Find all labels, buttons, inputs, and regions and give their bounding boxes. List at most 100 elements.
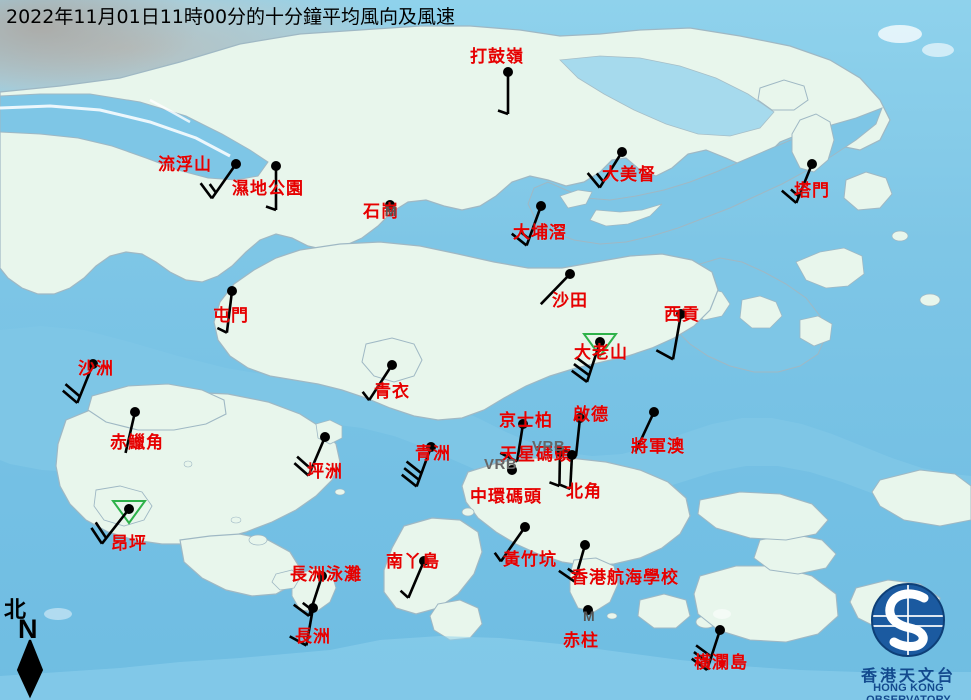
missing-data-marker: M (385, 203, 397, 219)
station-label: 打鼓嶺 (470, 47, 524, 67)
station-label: 長洲 (295, 627, 331, 647)
station-dot (507, 465, 517, 475)
station-dot (575, 413, 585, 423)
wind-barb-icon (634, 411, 656, 453)
wind-barb-icon (361, 364, 394, 402)
station-label: 石崗 (363, 202, 399, 222)
station-dot (88, 359, 98, 369)
logo-text-cn: 香港天文台 (860, 666, 956, 685)
station-label: 黃竹坑 (503, 550, 557, 570)
station-label: 南丫島 (386, 552, 440, 572)
station-label: 青衣 (374, 382, 410, 402)
station-label: 塔門 (794, 181, 830, 201)
wind-barb-icon (499, 423, 525, 463)
station-dot (595, 337, 605, 347)
page-title: 2022年11月01日11時00分的十分鐘平均風向及風速 (6, 6, 456, 28)
missing-data-marker: M (583, 608, 595, 624)
wind-barb-icon (199, 163, 238, 200)
station-dot (715, 625, 725, 635)
wind-barb-icon (655, 313, 683, 361)
hko-logo-icon (871, 583, 945, 657)
station-label: 將軍澳 (631, 437, 685, 457)
station-label: 西貢 (664, 305, 700, 325)
station-dot (426, 442, 436, 452)
wind-barb-icon (293, 436, 327, 477)
station-dot (617, 147, 627, 157)
station-dot (518, 419, 528, 429)
station-dot (271, 161, 281, 171)
station-dot (583, 605, 593, 615)
station-dot (231, 159, 241, 169)
station-label: 大老山 (574, 343, 628, 363)
station-label: 長洲泳灘 (290, 565, 362, 585)
station-dot (308, 603, 318, 613)
station-dot (676, 309, 686, 319)
station-label: 大埔滘 (513, 223, 567, 243)
station-dot (649, 407, 659, 417)
station-dot (387, 360, 397, 370)
station-label: 中環碼頭 (470, 487, 542, 507)
station-dot (565, 269, 575, 279)
wind-barb-icon (570, 333, 618, 383)
station-dot (317, 571, 327, 581)
variable-wind-marker: VRB (484, 456, 518, 473)
station-dot (567, 450, 577, 460)
station-label: 沙洲 (78, 359, 114, 379)
station-label: 香港航海學校 (571, 568, 679, 588)
station-label: 啟德 (573, 405, 609, 425)
hko-logo: 香港天文台 HONG KONG OBSERVATORY (846, 583, 971, 700)
station-label: 沙田 (552, 291, 588, 311)
wind-barb-icon (539, 273, 571, 306)
wind-barb-icon (690, 629, 722, 671)
station-dot (503, 67, 513, 77)
wind-barb-icon (780, 163, 814, 204)
wind-barb-icon (586, 151, 624, 189)
logo-text-en: HONG KONG OBSERVATORY (866, 682, 951, 700)
wind-barb-icon (399, 560, 426, 599)
station-label: 坪洲 (307, 462, 343, 482)
north-arrow-icon (16, 639, 44, 699)
variable-wind-marker: VRB (532, 438, 566, 455)
wind-barb-icon (289, 607, 315, 647)
station-label: 北角 (566, 482, 602, 502)
wind-barb-icon (558, 544, 587, 583)
wind-barb-icon (265, 166, 278, 212)
wind-barb-icon (124, 411, 137, 454)
station-dot (419, 556, 429, 566)
station-label: 屯門 (213, 306, 249, 326)
station-dot (130, 407, 140, 417)
station-dot (385, 200, 395, 210)
wind-barb-icon (90, 500, 147, 545)
wind-barb-icon (216, 290, 234, 334)
compass-label-cn: 北 (4, 598, 27, 623)
station-label: 京士柏 (499, 411, 553, 431)
wind-barb-icon (549, 451, 562, 488)
station-label: 濕地公園 (232, 179, 304, 199)
station-label: 大美督 (602, 165, 656, 185)
station-dot (807, 159, 817, 169)
station-label: 赤鱲角 (110, 433, 164, 453)
wind-barb-icon (497, 72, 510, 116)
station-label: 天星碼頭 (500, 445, 572, 465)
station-dot (536, 201, 546, 211)
station-dot (520, 522, 530, 532)
wind-barb-icon (493, 526, 527, 563)
station-dot (580, 540, 590, 550)
wind-barb-icon (61, 363, 95, 404)
wind-barb-icon (559, 454, 574, 491)
wind-barb-icon (400, 446, 433, 488)
station-label: 流浮山 (158, 155, 212, 175)
station-label: 橫瀾島 (694, 653, 748, 673)
station-dot (320, 432, 330, 442)
station-label: 赤柱 (563, 631, 599, 651)
station-dot (124, 504, 134, 514)
station-dot (227, 286, 237, 296)
compass-label-en: N (18, 614, 38, 644)
wind-barb-icon (510, 205, 543, 247)
compass-rose: 北 N (2, 592, 72, 700)
station-dot (555, 447, 565, 457)
station-label: 青洲 (415, 444, 451, 464)
station-label: 昂坪 (111, 534, 147, 554)
